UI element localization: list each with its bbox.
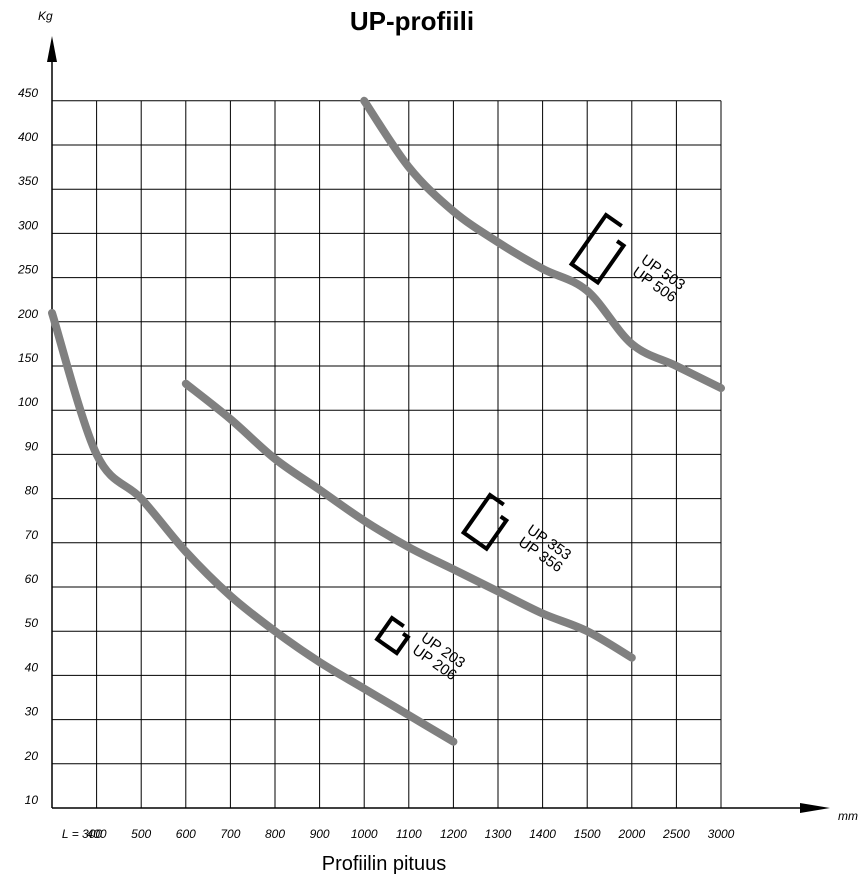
x-tick-label: 2000 [617,827,645,841]
y-tick-label: 400 [18,130,38,144]
x-tick-label: 1500 [574,827,601,841]
axes [47,36,830,813]
x-tick-label: 1100 [396,827,422,841]
y-tick-label: 60 [25,572,39,586]
y-tick-labels: 10 20 30 40 50 60 70 80 90 100 150 200 250 300 350 400 4… [17,86,38,807]
x-unit-label: mm [838,809,858,823]
x-tick-label: 400 [87,827,107,841]
series-curve [48,308,458,746]
y-tick-label: 350 [18,174,38,188]
y-tick-label: 250 [17,263,38,277]
x-axis-arrow [800,803,830,813]
x-tick-label: 500 [131,827,151,841]
y-tick-label: 30 [25,705,39,719]
x-tick-label: L = 300 [62,827,102,841]
profile-shape [568,212,627,286]
y-tick-label: 10 [25,793,39,807]
y-tick-label: 70 [25,528,39,542]
grid [52,100,722,808]
profile-shape [460,492,510,552]
y-tick-label: 40 [25,660,39,674]
y-tick-label: 200 [17,307,38,321]
y-axis-arrow [47,36,57,62]
x-tick-label: 600 [176,827,196,841]
x-tick-label: 1300 [485,827,512,841]
x-tick-label: 2500 [662,827,690,841]
series-curve [360,96,725,393]
y-tick-label: 50 [25,616,39,630]
x-tick-label: 1400 [529,827,556,841]
x-tick-label: 800 [265,827,285,841]
x-tick-label: 1000 [351,827,378,841]
y-tick-label: 150 [18,351,38,365]
channel-profile-icon [374,615,411,656]
y-tick-label: 450 [18,86,38,100]
chart-title: UP-profiili [350,6,474,36]
x-tick-label: 900 [310,827,330,841]
x-tick-label: 3000 [708,827,735,841]
y-tick-label: 100 [18,395,38,409]
curves [48,96,725,746]
x-tick-label: 1200 [440,827,467,841]
y-tick-label: 300 [18,218,38,232]
x-tick-label: 700 [220,827,240,841]
series-curve [181,379,636,662]
y-unit-label: Kg [38,9,53,23]
channel-profile-icon [460,492,510,552]
profile-shape [374,615,411,656]
y-tick-label: 80 [25,484,39,498]
channel-profile-icon [568,212,627,286]
y-tick-label: 90 [25,439,39,453]
y-tick-label: 20 [24,749,39,763]
x-axis-title: Profiilin pituus [322,853,447,875]
